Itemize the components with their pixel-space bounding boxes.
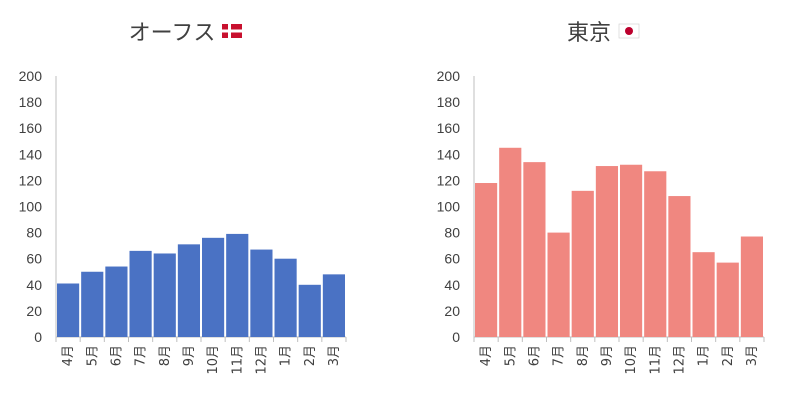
y-tick-label: 60 <box>444 251 460 267</box>
x-tick-label: 7月 <box>134 345 149 366</box>
y-tick-label: 200 <box>437 68 461 84</box>
x-tick-label: 4月 <box>479 345 494 366</box>
x-tick-label: 9月 <box>182 345 197 366</box>
y-tick-label: 40 <box>444 277 460 293</box>
bar <box>105 266 128 337</box>
x-tick-label: 12月 <box>254 345 269 375</box>
x-tick-label: 8月 <box>158 345 173 366</box>
x-tick-label: 1月 <box>697 345 712 366</box>
bar <box>129 250 152 337</box>
aarhus-chart: オーフス 0 20 40 60 80 100 120 140 160 180 200 4月 5月 6月 7月… <box>19 21 347 375</box>
x-tick-label: 3月 <box>745 345 760 366</box>
y-tick-label: 100 <box>437 199 461 215</box>
bar <box>250 249 273 337</box>
bar <box>475 183 498 337</box>
y-tick-label: 60 <box>26 251 42 267</box>
y-tick-label: 160 <box>19 120 43 136</box>
y-tick-label: 180 <box>19 94 43 110</box>
bar <box>57 283 80 337</box>
x-tick-label: 10月 <box>206 345 221 375</box>
tokyo-chart: 東京 0 20 40 60 80 100 120 140 160 180 200 4月 5月 6月 7月 8月… <box>437 21 765 375</box>
x-tick-label: 9月 <box>600 345 615 366</box>
y-tick-label: 120 <box>437 172 461 188</box>
x-tick-label: 11月 <box>648 345 663 375</box>
bar <box>523 162 546 337</box>
y-tick-label: 160 <box>437 120 461 136</box>
x-tick-label: 1月 <box>279 345 294 366</box>
x-tick-label: 5月 <box>85 345 100 366</box>
x-tick-label: 2月 <box>721 345 736 366</box>
bar <box>668 196 691 337</box>
chart-title: オーフス <box>129 21 216 46</box>
y-tick-label: 140 <box>19 146 43 162</box>
x-tick-label: 8月 <box>576 345 591 366</box>
y-tick-label: 120 <box>19 172 43 188</box>
bar <box>571 190 594 337</box>
x-tick-label: 3月 <box>327 345 342 366</box>
x-tick-label: 6月 <box>527 345 542 366</box>
bar <box>81 271 104 337</box>
bar <box>499 147 522 337</box>
y-tick-label: 0 <box>34 329 42 345</box>
bar <box>153 253 176 337</box>
y-tick-label: 80 <box>444 225 460 241</box>
y-tick-label: 80 <box>26 225 42 241</box>
y-tick-label: 20 <box>444 303 460 319</box>
x-tick-label: 11月 <box>230 345 245 375</box>
bar <box>298 284 321 337</box>
x-tick-label: 10月 <box>624 345 639 375</box>
y-tick-label: 200 <box>19 68 43 84</box>
bar <box>716 262 739 337</box>
y-tick-label: 20 <box>26 303 42 319</box>
x-tick-label: 6月 <box>109 345 124 366</box>
y-tick-label: 40 <box>26 277 42 293</box>
bar <box>692 252 715 337</box>
bar <box>644 171 667 337</box>
denmark-flag-icon <box>222 24 242 38</box>
bar <box>202 237 225 337</box>
x-tick-label: 2月 <box>303 345 318 366</box>
bar <box>547 232 570 337</box>
x-tick-label: 5月 <box>503 345 518 366</box>
bar <box>274 258 297 337</box>
bar <box>740 236 763 337</box>
y-tick-label: 0 <box>452 329 460 345</box>
y-tick-label: 180 <box>437 94 461 110</box>
x-tick-label: 4月 <box>61 345 76 366</box>
x-tick-label: 12月 <box>672 345 687 375</box>
japan-flag-icon <box>618 23 640 39</box>
bar <box>226 233 249 337</box>
chart-title: 東京 <box>567 21 611 46</box>
y-tick-label: 140 <box>437 146 461 162</box>
bar <box>620 164 643 337</box>
bar <box>322 274 345 337</box>
bar <box>595 166 618 337</box>
x-tick-label: 7月 <box>552 345 567 366</box>
y-tick-label: 100 <box>19 199 43 215</box>
bar <box>177 244 200 337</box>
